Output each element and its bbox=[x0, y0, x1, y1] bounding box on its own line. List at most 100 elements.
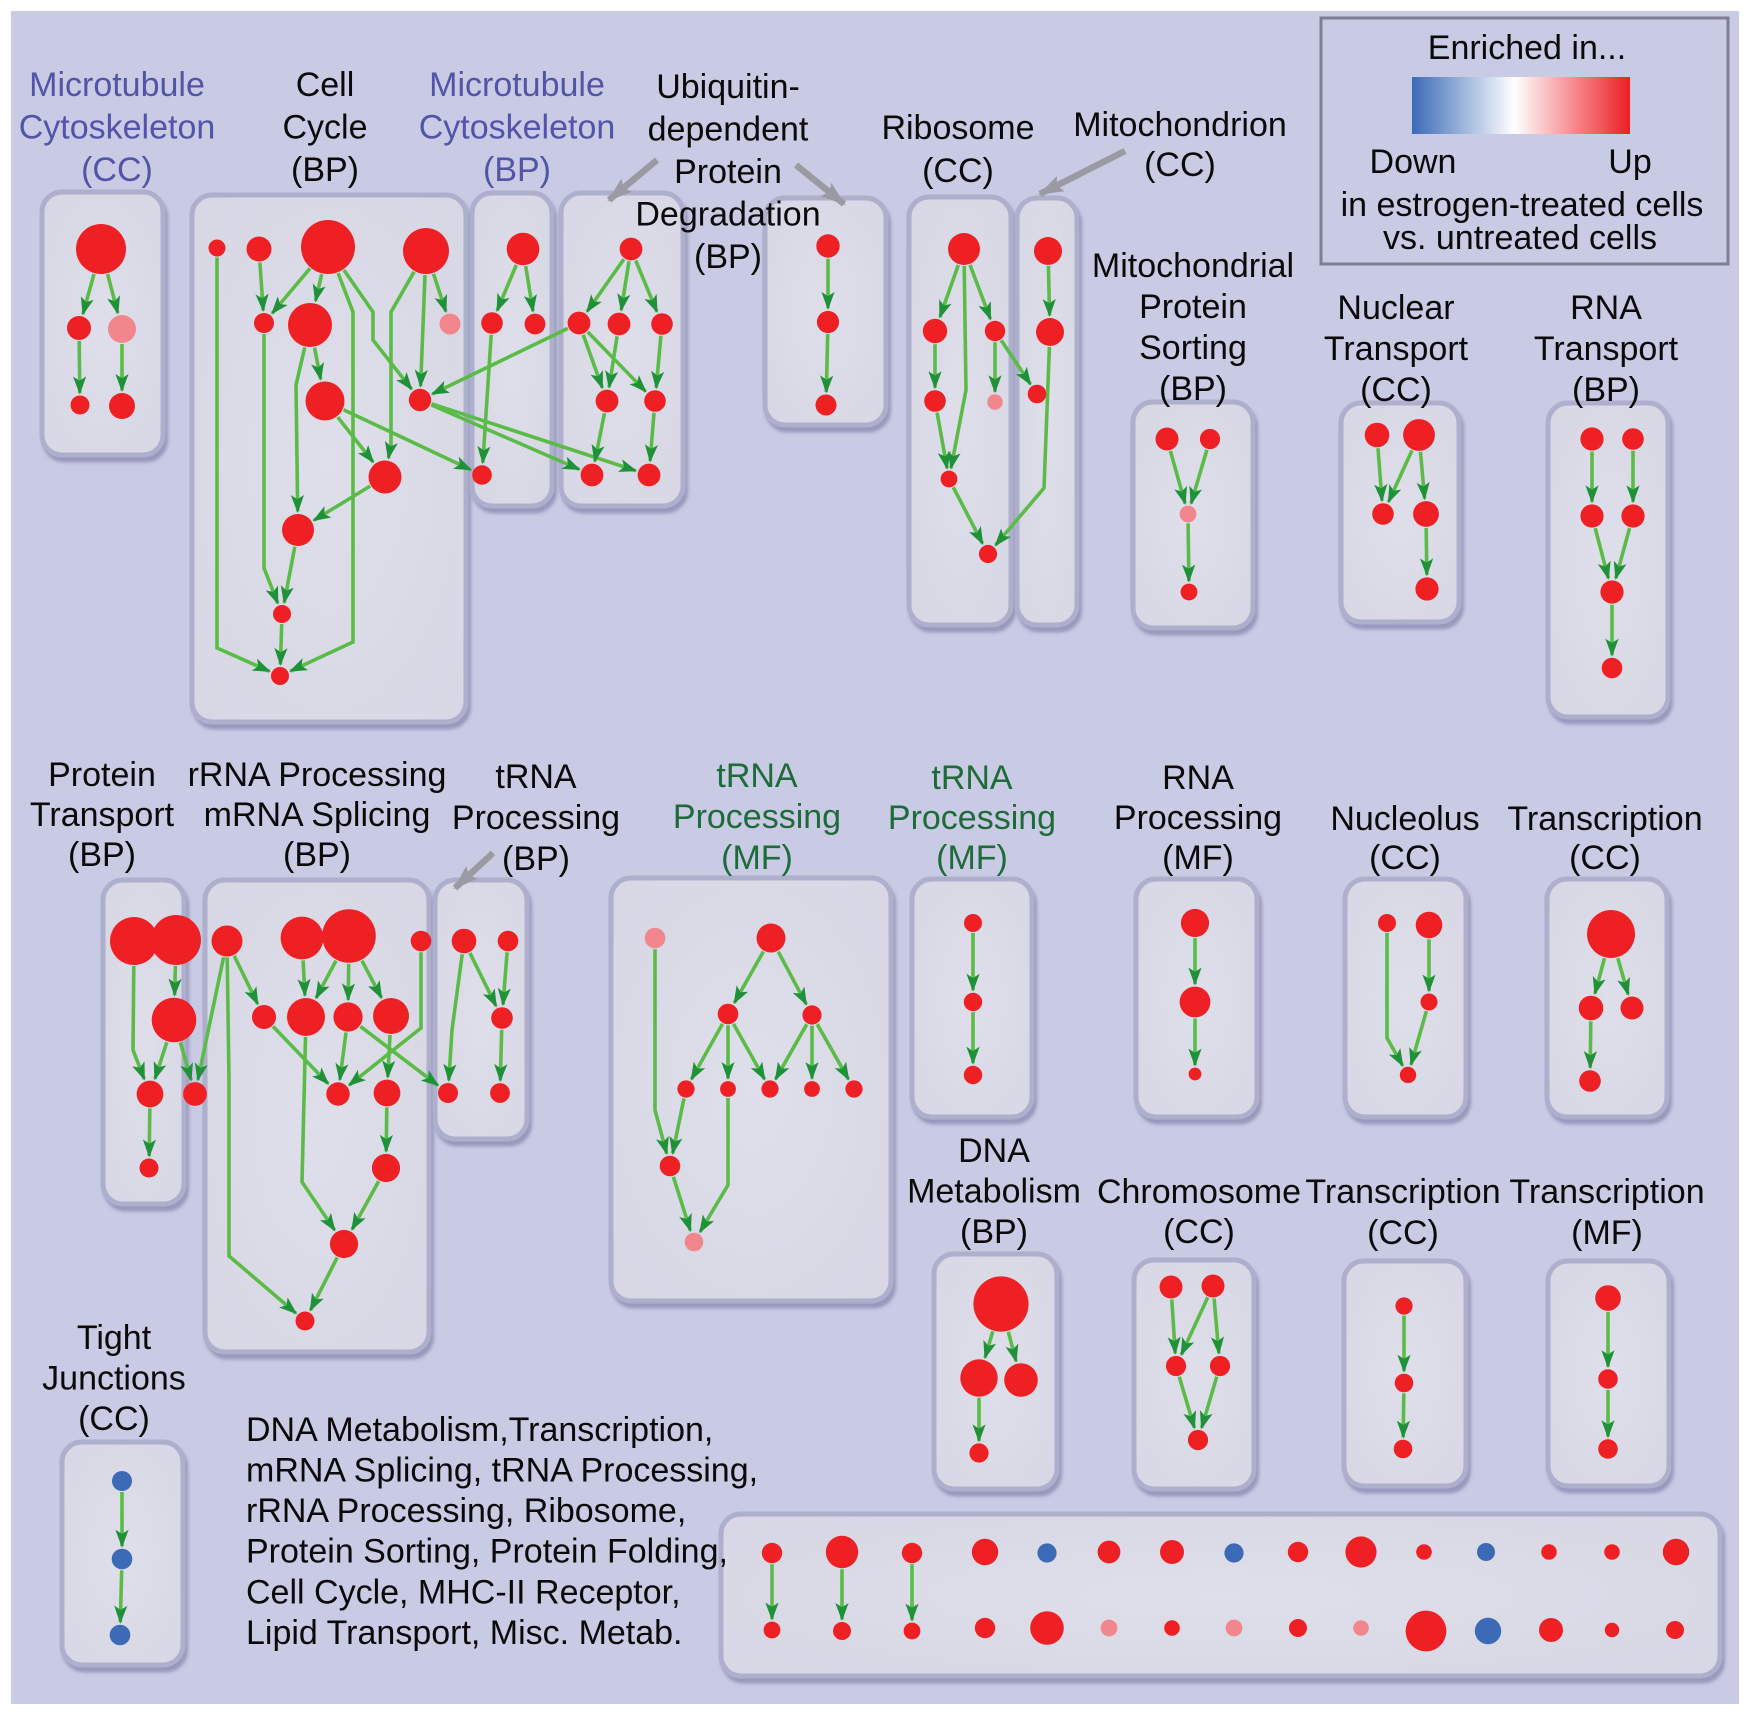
edge-b2-b5 bbox=[255, 262, 269, 312]
edge-l3-l8 bbox=[360, 959, 384, 1000]
edge-l1-l5 bbox=[232, 955, 260, 1006]
edge-b12-b13 bbox=[274, 623, 288, 666]
node-k3 bbox=[151, 997, 197, 1043]
edge-t1-t2 bbox=[983, 1330, 997, 1360]
mitochondrial-protein-sorting-bp-line-2: Protein bbox=[1139, 288, 1247, 326]
edge-l4-l9 bbox=[347, 952, 423, 1087]
ribosome-cc-line-2: (CC) bbox=[922, 152, 994, 190]
trna-processing-mf-1-line-2: Processing bbox=[673, 798, 841, 836]
edge-l6-l12 bbox=[300, 1036, 337, 1232]
node-l11 bbox=[371, 1153, 401, 1183]
node-x8t bbox=[1224, 1543, 1244, 1563]
edge-l1-l13 bbox=[225, 957, 298, 1315]
node-r1 bbox=[1587, 910, 1635, 958]
edge-d4-d6 bbox=[651, 335, 665, 390]
edge-q1-q4 bbox=[1385, 933, 1405, 1068]
transcription-mf-line-1: Transcription bbox=[1509, 1173, 1704, 1211]
node-b13 bbox=[271, 667, 289, 685]
transcription-cc-top-line-1: Transcription bbox=[1507, 800, 1702, 838]
edge-n4-n9 bbox=[815, 1023, 851, 1081]
edge-b3-b13 bbox=[289, 272, 355, 673]
rrna-processing-mrna-splicing-bp-line-1: rRNA Processing bbox=[188, 756, 447, 794]
edge-f4-f6 bbox=[935, 412, 951, 470]
node-a1 bbox=[76, 224, 126, 274]
microtubule-bp-line-2: Cytoskeleton bbox=[419, 108, 616, 146]
edge-b3-b6 bbox=[312, 273, 326, 303]
node-x1b bbox=[763, 1621, 781, 1639]
node-i4 bbox=[1413, 501, 1439, 527]
nucleolus-cc-line-1: Nucleolus bbox=[1330, 800, 1479, 838]
edge-v2-v3 bbox=[1396, 1393, 1411, 1439]
edge-n6-n11 bbox=[698, 1097, 730, 1234]
node-x10t bbox=[1345, 1536, 1377, 1568]
node-a3 bbox=[108, 315, 136, 343]
node-n1 bbox=[644, 927, 666, 949]
node-h2 bbox=[1199, 428, 1221, 450]
edge-n2-n4 bbox=[776, 950, 808, 1006]
edge-m2-m3 bbox=[497, 952, 511, 1007]
edge-f3-g3 bbox=[999, 339, 1032, 386]
node-d6 bbox=[644, 390, 666, 412]
edge-k2-k3 bbox=[168, 965, 182, 997]
rna-processing-mf-line-2: Processing bbox=[1114, 799, 1282, 837]
rna-processing-mf-line-1: RNA bbox=[1162, 759, 1234, 797]
edge-l3-l6 bbox=[314, 959, 338, 1000]
node-s3 bbox=[109, 1624, 131, 1646]
note-line-1: DNA Metabolism,Transcription, bbox=[246, 1411, 713, 1449]
edge-u1-u3 bbox=[1167, 1299, 1181, 1355]
edge-i1-i3 bbox=[1374, 448, 1388, 503]
edge-a2-a4 bbox=[73, 340, 87, 395]
edge-n5-n10 bbox=[669, 1098, 686, 1155]
node-p2 bbox=[1179, 986, 1211, 1018]
node-l8 bbox=[373, 998, 409, 1034]
nuclear-transport-cc-line-2: Transport bbox=[1324, 330, 1469, 368]
node-l10 bbox=[373, 1079, 401, 1107]
node-s1 bbox=[112, 1471, 132, 1491]
node-d4 bbox=[651, 313, 673, 335]
edges bbox=[73, 257, 1640, 1624]
node-i3 bbox=[1372, 503, 1394, 525]
node-j5 bbox=[1600, 580, 1624, 604]
node-n3 bbox=[717, 1003, 739, 1025]
legend-up-label: Up bbox=[1608, 143, 1651, 181]
node-x9t bbox=[1287, 1541, 1309, 1563]
edge-l11-l12 bbox=[350, 1180, 381, 1231]
rrna-processing-mrna-splicing-bp-line-3: (BP) bbox=[283, 836, 351, 874]
node-m4 bbox=[438, 1083, 458, 1103]
edge-b5-b12 bbox=[262, 334, 280, 605]
node-i1 bbox=[1364, 422, 1390, 448]
node-h4 bbox=[1180, 583, 1198, 601]
node-b12 bbox=[273, 605, 291, 623]
node-n5 bbox=[677, 1080, 695, 1098]
note-line-6: Lipid Transport, Misc. Metab. bbox=[246, 1614, 683, 1652]
node-x9b bbox=[1289, 1619, 1307, 1637]
node-r2 bbox=[1578, 995, 1604, 1021]
node-f6 bbox=[940, 470, 958, 488]
node-r3 bbox=[1620, 996, 1644, 1020]
node-x12b bbox=[1474, 1617, 1502, 1645]
edge-s2-s3 bbox=[114, 1570, 128, 1624]
pointer-mitochondrion bbox=[1038, 148, 1127, 197]
node-t3 bbox=[1004, 1363, 1038, 1397]
pointer-arrows bbox=[452, 148, 1127, 891]
edge-l3-l7 bbox=[341, 963, 356, 1002]
node-x4t bbox=[971, 1538, 999, 1566]
node-c1 bbox=[506, 232, 540, 266]
mitochondrial-protein-sorting-bp-line-4: (BP) bbox=[1159, 370, 1227, 408]
node-x13b bbox=[1539, 1618, 1563, 1642]
trna-processing-mf-2-line-3: (MF) bbox=[936, 839, 1008, 877]
edge-l8-l10 bbox=[382, 1034, 396, 1079]
node-l12 bbox=[329, 1229, 359, 1259]
edge-d2-b8 bbox=[430, 326, 569, 396]
node-m1 bbox=[451, 928, 477, 954]
node-x8b bbox=[1225, 1619, 1243, 1637]
node-o1 bbox=[964, 914, 982, 932]
microtubule-cc-line-1: Microtubule bbox=[29, 66, 205, 104]
edge-n1-n10 bbox=[653, 949, 669, 1156]
node-l9 bbox=[326, 1082, 350, 1106]
legend-subtitle-2: vs. untreated cells bbox=[1383, 219, 1657, 257]
node-v1 bbox=[1395, 1297, 1413, 1315]
edge-k1-k4 bbox=[131, 965, 146, 1081]
node-l2 bbox=[280, 916, 324, 960]
